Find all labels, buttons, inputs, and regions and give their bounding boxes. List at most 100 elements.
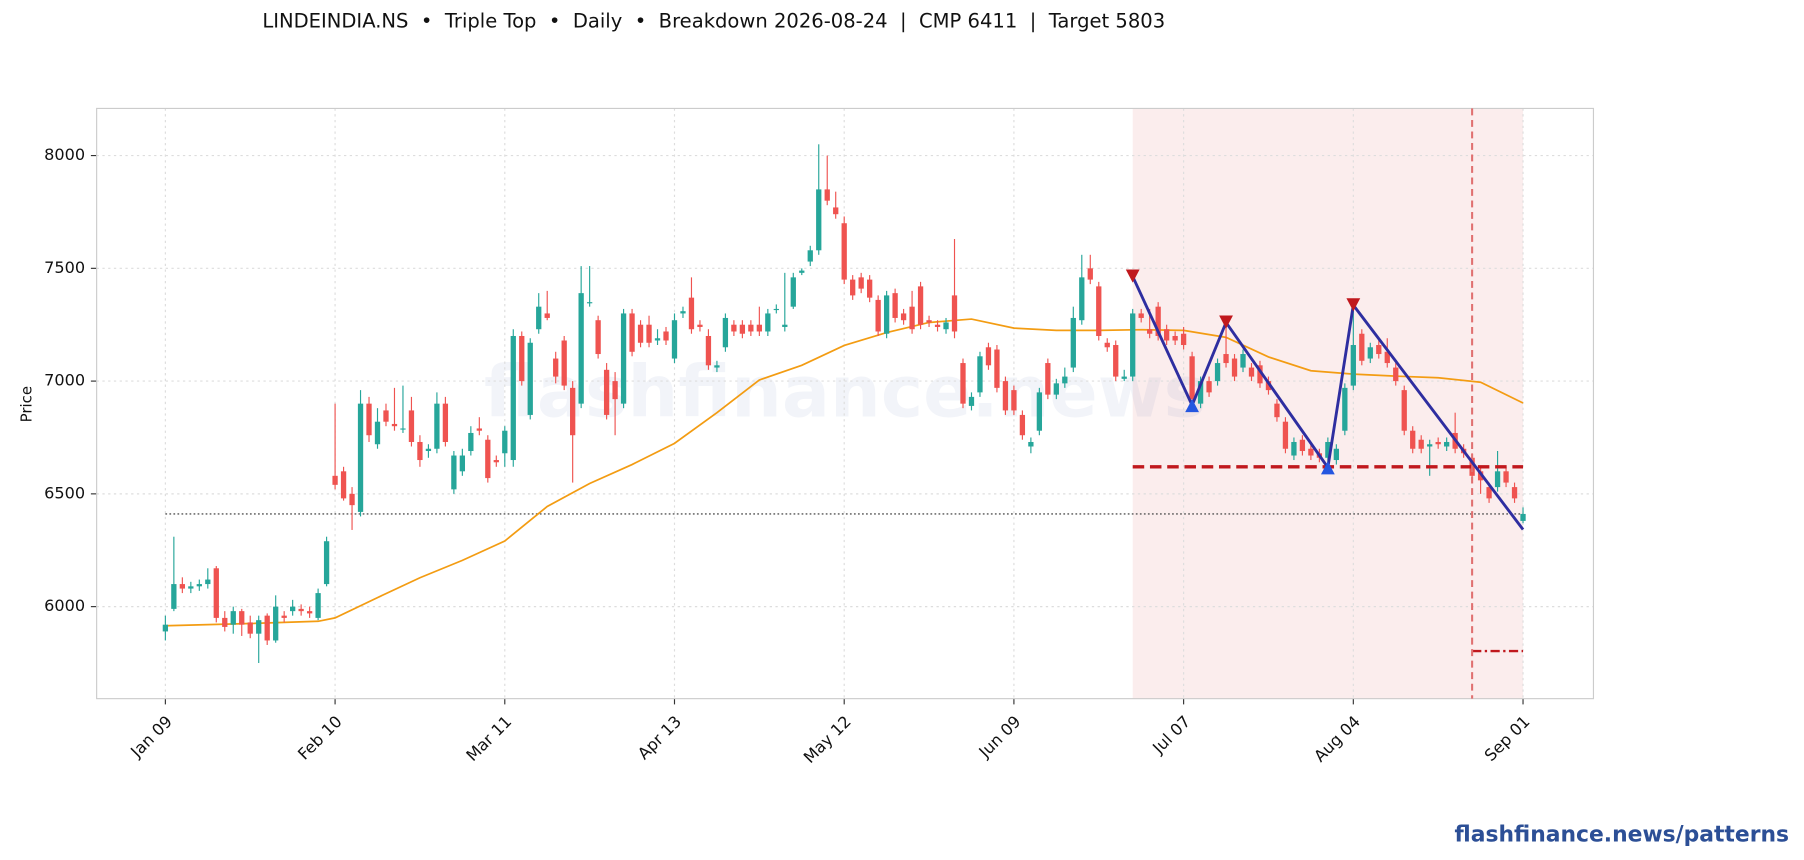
candle-body bbox=[425, 448, 432, 452]
candle-body bbox=[1121, 376, 1127, 379]
candle-body bbox=[1113, 345, 1119, 377]
candle-body bbox=[527, 342, 533, 415]
candle-body bbox=[1325, 441, 1331, 458]
candle-body bbox=[858, 277, 864, 289]
candle-body bbox=[1435, 441, 1441, 445]
candle-body bbox=[637, 324, 644, 343]
candle-body bbox=[1011, 390, 1017, 411]
candle-body bbox=[1019, 414, 1026, 436]
candle-body bbox=[799, 270, 805, 273]
candle-body bbox=[1477, 471, 1484, 481]
candle-body bbox=[1274, 403, 1280, 418]
candle-body bbox=[1045, 363, 1051, 395]
y-axis-label: Price bbox=[18, 386, 36, 422]
candle-body bbox=[247, 622, 253, 634]
candle-body bbox=[1096, 286, 1102, 336]
candle-body bbox=[654, 338, 661, 341]
candle-body bbox=[408, 410, 415, 442]
candle-body bbox=[1520, 513, 1526, 521]
y-tick-label: 7500 bbox=[44, 258, 85, 277]
candle-body bbox=[629, 313, 635, 352]
peak-marker bbox=[1219, 315, 1233, 329]
candle-body bbox=[765, 313, 771, 332]
candle-body bbox=[1503, 471, 1509, 483]
candle-body bbox=[1494, 471, 1501, 488]
pattern-region bbox=[1132, 108, 1524, 699]
candle-body bbox=[1376, 345, 1382, 355]
candle-body bbox=[1240, 354, 1246, 368]
candle-body bbox=[782, 324, 788, 327]
candle-body bbox=[1002, 381, 1009, 411]
candle-body bbox=[468, 432, 474, 452]
candle-body bbox=[476, 428, 482, 431]
candle-body bbox=[646, 324, 652, 343]
candle-body bbox=[205, 579, 211, 585]
candle-body bbox=[485, 439, 491, 479]
candle-body bbox=[544, 313, 550, 318]
candle-body bbox=[306, 611, 313, 614]
candle-body bbox=[960, 363, 966, 404]
candle-body bbox=[196, 584, 202, 587]
candle-body bbox=[264, 615, 270, 641]
trough-marker bbox=[1320, 461, 1335, 475]
candle-body bbox=[553, 358, 559, 377]
candle-body bbox=[977, 356, 983, 393]
candle-body bbox=[391, 423, 398, 427]
candle-body bbox=[162, 624, 169, 632]
x-tick-label: May 12 bbox=[800, 712, 855, 767]
candle-body bbox=[1342, 387, 1348, 431]
candle-body bbox=[926, 320, 932, 323]
y-tick-label: 7000 bbox=[44, 371, 85, 390]
peak-marker bbox=[1125, 269, 1140, 283]
candle-body bbox=[417, 441, 423, 461]
candle-body bbox=[722, 317, 729, 348]
candle-body bbox=[824, 189, 830, 201]
candle-body bbox=[1214, 363, 1221, 382]
candle-body bbox=[671, 320, 678, 359]
candle-body bbox=[697, 324, 703, 327]
candle-body bbox=[1418, 439, 1424, 449]
candle-body bbox=[714, 365, 720, 368]
candle-body bbox=[374, 421, 381, 445]
candle-body bbox=[1155, 306, 1161, 336]
candle-body bbox=[1180, 333, 1187, 346]
candle-body bbox=[1427, 444, 1433, 447]
candle-body bbox=[493, 460, 499, 463]
candle-body bbox=[561, 340, 567, 386]
candle-body bbox=[994, 349, 1000, 388]
candle-body bbox=[1147, 329, 1153, 334]
candle-body bbox=[680, 311, 686, 314]
candle-body bbox=[756, 324, 762, 332]
candle-body bbox=[519, 335, 525, 382]
candle-body bbox=[239, 611, 245, 625]
candle-body bbox=[290, 606, 296, 612]
x-tick-label: Jul 07 bbox=[1148, 712, 1194, 758]
candle-body bbox=[833, 207, 839, 215]
candle-body bbox=[1079, 277, 1085, 321]
candle-body bbox=[1197, 381, 1204, 404]
plot-frame bbox=[96, 107, 1595, 700]
candle-body bbox=[434, 403, 440, 449]
candle-body bbox=[510, 335, 516, 461]
candle-body bbox=[357, 403, 364, 512]
candle-body bbox=[739, 324, 746, 334]
candle-body bbox=[1401, 390, 1407, 431]
candle-body bbox=[688, 297, 695, 330]
candle-body bbox=[1282, 421, 1289, 449]
candle-body bbox=[578, 293, 584, 404]
candle-body bbox=[1172, 335, 1178, 341]
candle-body bbox=[1163, 329, 1170, 341]
moving-average bbox=[165, 318, 1524, 627]
candle-body bbox=[179, 584, 185, 589]
peak-marker bbox=[1346, 298, 1361, 312]
candle-body bbox=[748, 324, 754, 332]
y-tick-label: 6500 bbox=[44, 483, 85, 502]
candle-body bbox=[943, 322, 949, 330]
candle-body bbox=[850, 279, 856, 296]
candle-body bbox=[900, 313, 907, 321]
candle-body bbox=[1350, 345, 1356, 386]
candle-body bbox=[1486, 487, 1492, 499]
candle-body bbox=[620, 313, 627, 404]
x-tick-label: Apr 13 bbox=[634, 712, 685, 763]
